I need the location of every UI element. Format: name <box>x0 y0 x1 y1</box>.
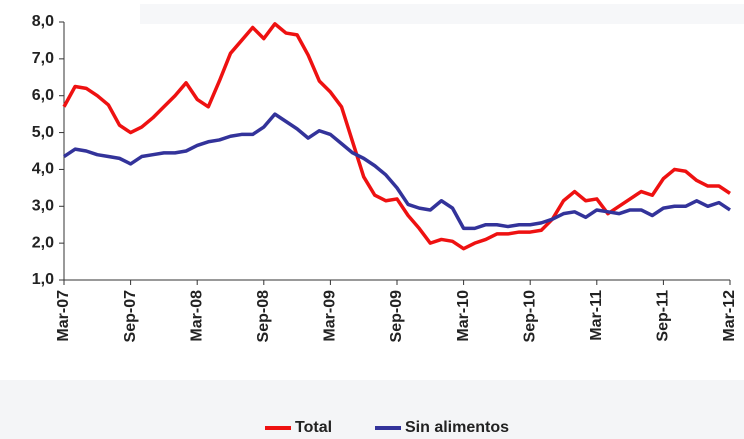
y-tick-label: 1,0 <box>32 271 54 288</box>
x-tick-label: Sep-09 <box>388 290 405 343</box>
background-shape <box>0 380 744 439</box>
legend-label: Total <box>295 419 332 436</box>
x-tick-label: Mar-09 <box>322 290 339 342</box>
x-tick-label: Mar-07 <box>55 290 72 342</box>
x-tick-label: Sep-08 <box>255 290 272 343</box>
y-tick-label: 6,0 <box>32 87 54 104</box>
y-tick-label: 7,0 <box>32 50 54 67</box>
line <box>63 112 731 231</box>
x-tick-label: Mar-10 <box>455 290 472 342</box>
x-tick-label: Mar-12 <box>721 290 738 342</box>
x-tick-label: Sep-10 <box>521 290 538 343</box>
y-tick-label: 8,0 <box>32 13 54 30</box>
x-tick-label: Sep-11 <box>655 290 672 342</box>
line <box>62 22 731 251</box>
background-shape <box>140 4 744 24</box>
y-tick-label: 2,0 <box>32 234 54 251</box>
x-tick-label: Mar-08 <box>188 290 205 342</box>
legend-label: Sin alimentos <box>405 419 509 436</box>
y-tick-label: 3,0 <box>32 198 54 215</box>
y-tick-label: 4,0 <box>32 161 54 178</box>
x-tick-label: Mar-11 <box>588 290 605 341</box>
y-tick-label: 5,0 <box>32 124 54 141</box>
x-tick-label: Sep-07 <box>122 290 139 343</box>
